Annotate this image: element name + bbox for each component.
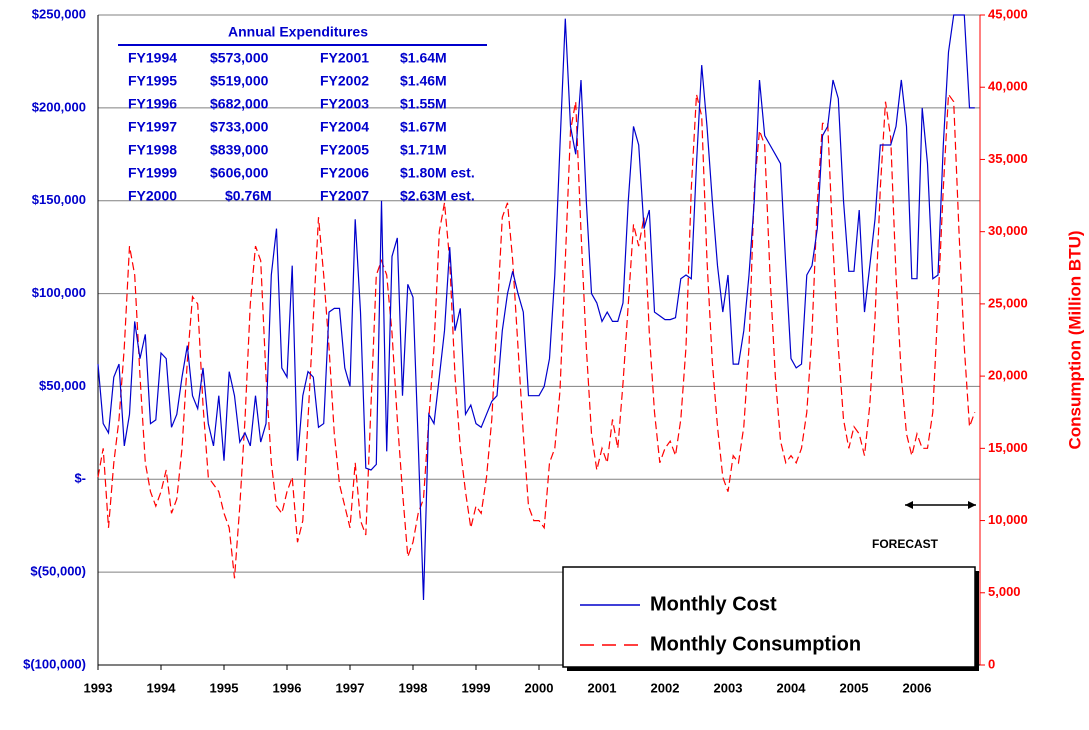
legend-label: Monthly Cost xyxy=(650,593,777,615)
table-cell: FY2001 xyxy=(320,50,369,66)
y2-tick-label: 40,000 xyxy=(988,79,1028,94)
x-tick-label: 1994 xyxy=(147,680,177,695)
table-title: Annual Expenditures xyxy=(228,24,368,40)
table-cell: FY2000 xyxy=(128,188,177,204)
legend-label: Monthly Consumption xyxy=(650,633,861,655)
table-cell: FY2004 xyxy=(320,119,369,135)
table-cell: FY2002 xyxy=(320,73,369,89)
x-tick-label: 2001 xyxy=(588,680,617,695)
table-cell: $1.71M xyxy=(400,142,447,158)
x-tick-label: 2002 xyxy=(651,680,680,695)
y2-tick-label: 15,000 xyxy=(988,440,1028,455)
x-tick-label: 1997 xyxy=(336,680,365,695)
y2-tick-label: 5,000 xyxy=(988,584,1021,599)
table-cell: FY1996 xyxy=(128,96,177,112)
y-tick-label: $200,000 xyxy=(32,99,86,114)
legend-shadow xyxy=(975,571,979,671)
table-cell: $2.63M est. xyxy=(400,188,475,204)
x-tick-label: 2005 xyxy=(840,680,869,695)
y-tick-label: $(100,000) xyxy=(23,656,86,671)
legend-shadow xyxy=(567,667,979,671)
table-cell: $1.80M est. xyxy=(400,165,475,181)
x-tick-label: 1998 xyxy=(399,680,428,695)
table-cell: FY1999 xyxy=(128,165,177,181)
table-cell: $839,000 xyxy=(210,142,269,158)
table-cell: FY1994 xyxy=(128,50,177,66)
table-cell: $606,000 xyxy=(210,165,269,181)
table-cell: $682,000 xyxy=(210,96,269,112)
y-tick-label: $50,000 xyxy=(39,378,86,393)
y2-axis-title: Consumption (Million BTU) xyxy=(1065,230,1084,449)
table-cell: $573,000 xyxy=(210,50,269,66)
table-cell: $0.76M xyxy=(225,188,272,204)
table-cell: FY1997 xyxy=(128,119,177,135)
table-cell: FY1995 xyxy=(128,73,177,89)
x-tick-label: 1999 xyxy=(462,680,491,695)
arrow-head xyxy=(905,501,976,509)
y2-tick-label: 30,000 xyxy=(988,223,1028,238)
y2-tick-label: 20,000 xyxy=(988,368,1028,383)
table-cell: FY1998 xyxy=(128,142,177,158)
y-tick-label: $150,000 xyxy=(32,192,86,207)
table-cell: FY2005 xyxy=(320,142,369,158)
table-cell: FY2007 xyxy=(320,188,369,204)
x-tick-label: 1995 xyxy=(210,680,239,695)
table-cell: $1.46M xyxy=(400,73,447,89)
forecast-label: FORECAST xyxy=(872,537,939,551)
y2-tick-label: 45,000 xyxy=(988,6,1028,21)
x-tick-label: 2006 xyxy=(903,680,932,695)
y2-tick-label: 0 xyxy=(988,656,995,671)
table-cell: FY2003 xyxy=(320,96,369,112)
table-cell: $1.55M xyxy=(400,96,447,112)
table-cell: $1.67M xyxy=(400,119,447,135)
x-tick-label: 2000 xyxy=(525,680,554,695)
y2-tick-label: 10,000 xyxy=(988,512,1028,527)
table-cell: $733,000 xyxy=(210,119,269,135)
x-tick-label: 1993 xyxy=(84,680,113,695)
x-tick-label: 2004 xyxy=(777,680,807,695)
x-tick-label: 1996 xyxy=(273,680,302,695)
legend-box xyxy=(562,566,976,668)
table-cell: $1.64M xyxy=(400,50,447,66)
y-tick-label: $- xyxy=(74,471,86,486)
table-cell: $519,000 xyxy=(210,73,269,89)
y-tick-label: $100,000 xyxy=(32,285,86,300)
y2-tick-label: 25,000 xyxy=(988,295,1028,310)
x-tick-label: 2003 xyxy=(714,680,743,695)
y2-tick-label: 35,000 xyxy=(988,151,1028,166)
series-line xyxy=(97,14,975,601)
table-cell: FY2006 xyxy=(320,165,369,181)
y-tick-label: $250,000 xyxy=(32,6,86,21)
y-tick-label: $(50,000) xyxy=(30,564,86,579)
